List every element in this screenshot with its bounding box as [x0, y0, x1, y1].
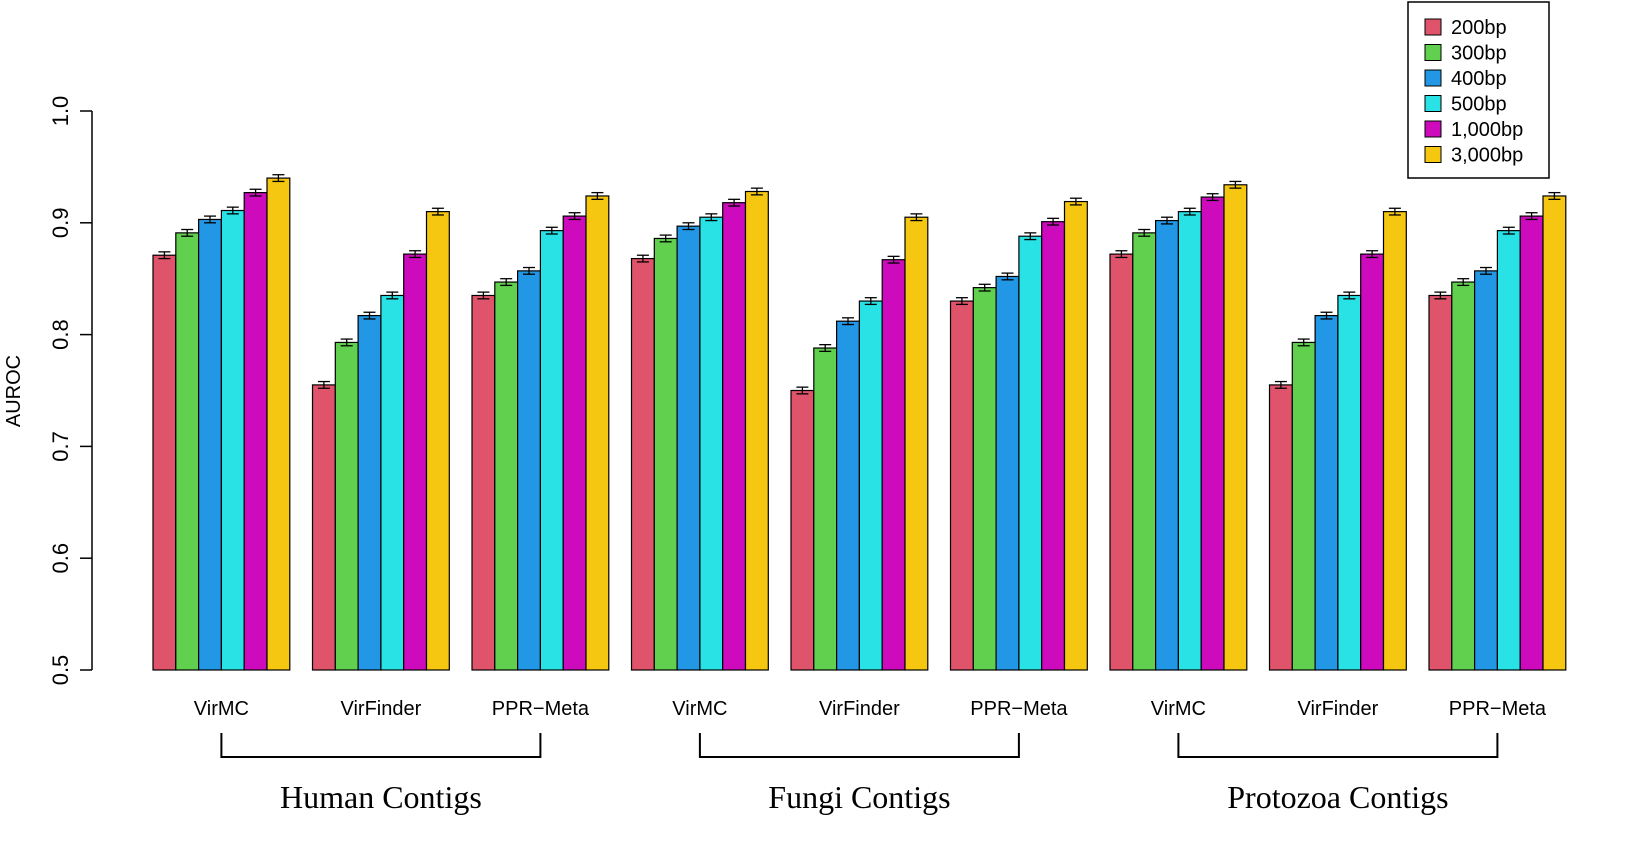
bar-3000bp-2: [585, 195, 610, 671]
legend-entry: 3,000bp: [1451, 145, 1523, 167]
error-bars: [158, 174, 1561, 395]
y-tick-label: 1.0: [48, 96, 73, 127]
bar-1000bp-7: [1360, 253, 1385, 671]
bar-400bp-8: [1473, 270, 1498, 671]
bar-1000bp-8: [1519, 215, 1544, 671]
bar-300bp-5: [972, 287, 997, 671]
bar-500bp-5: [1018, 235, 1043, 671]
bar-400bp-1: [357, 314, 382, 671]
legend-entry: 1,000bp: [1451, 119, 1523, 141]
y-tick-label: 0.6: [48, 543, 73, 574]
legend: 200bp 300bp 400bp 500bp 1,000bp 3,000bp: [1407, 1, 1550, 179]
legend-swatch: [1424, 146, 1442, 163]
bar-500bp-2: [539, 230, 564, 671]
bar-400bp-3: [676, 225, 701, 671]
bar-1000bp-1: [403, 253, 428, 671]
bar-400bp-7: [1314, 314, 1339, 671]
bar-3000bp-1: [425, 211, 450, 671]
bar-300bp-3: [653, 237, 678, 671]
bar-1000bp-0: [243, 192, 268, 671]
bar-3000bp-5: [1063, 200, 1088, 671]
y-axis-label: AUROC: [3, 355, 25, 427]
bar-3000bp-8: [1542, 195, 1567, 671]
bar-1000bp-4: [881, 259, 906, 671]
bar-300bp-1: [334, 341, 359, 671]
legend-swatch: [1424, 18, 1442, 36]
group-label: Human Contigs: [280, 779, 482, 815]
y-tick-label: 0.7: [48, 431, 73, 462]
bar-200bp-2: [471, 294, 496, 671]
bars: [152, 177, 1567, 671]
bar-1000bp-5: [1041, 221, 1066, 671]
group-label: Fungi Contigs: [768, 779, 950, 815]
y-tick-label: 0.9: [48, 208, 73, 239]
bar-500bp-3: [699, 216, 724, 671]
legend-swatch: [1424, 69, 1442, 87]
legend-swatch: [1424, 44, 1442, 61]
category-label: VirFinder: [819, 698, 900, 720]
category-label: PPR−Meta: [492, 698, 590, 720]
bar-1000bp-2: [562, 215, 587, 671]
category-label: VirFinder: [341, 698, 422, 720]
category-label: PPR−Meta: [1449, 698, 1547, 720]
group-bracket: [698, 733, 1020, 758]
bar-3000bp-7: [1382, 211, 1407, 671]
group-label: Protozoa Contigs: [1227, 779, 1448, 815]
bar-300bp-4: [813, 347, 838, 671]
bar-1000bp-6: [1200, 196, 1225, 671]
bar-200bp-3: [630, 257, 655, 671]
bar-300bp-7: [1291, 341, 1316, 671]
bar-500bp-1: [380, 294, 405, 671]
legend-entry: 400bp: [1451, 68, 1507, 90]
bar-500bp-6: [1177, 211, 1202, 671]
bar-400bp-2: [516, 270, 541, 671]
bar-400bp-0: [198, 218, 223, 671]
group-brackets: Human Contigs Fungi Contigs Protozoa Conti…: [220, 733, 1499, 815]
legend-entry: 500bp: [1451, 94, 1507, 116]
bar-200bp-1: [311, 384, 336, 671]
y-tick-label: 0.5: [48, 655, 73, 686]
bar-200bp-0: [152, 254, 177, 671]
category-label: PPR−Meta: [970, 698, 1068, 720]
bar-300bp-2: [494, 281, 519, 671]
bar-3000bp-3: [744, 190, 769, 671]
bar-300bp-6: [1132, 232, 1157, 671]
group-bracket: [1177, 733, 1499, 758]
bar-1000bp-3: [722, 202, 747, 671]
bar-3000bp-0: [266, 177, 291, 671]
category-label: VirFinder: [1298, 698, 1379, 720]
category-label: VirMC: [194, 698, 249, 720]
bar-500bp-8: [1496, 230, 1521, 671]
bar-200bp-8: [1428, 294, 1453, 671]
group-bracket: [220, 733, 542, 758]
bar-300bp-0: [175, 232, 200, 671]
bar-200bp-6: [1109, 253, 1134, 671]
bar-500bp-4: [858, 300, 883, 671]
legend-entry: 200bp: [1451, 17, 1507, 39]
category-label: VirMC: [672, 698, 727, 720]
bar-200bp-4: [790, 389, 815, 671]
legend-swatch: [1424, 120, 1442, 138]
bar-400bp-5: [995, 275, 1020, 671]
y-tick-label: 0.8: [48, 319, 73, 350]
bar-200bp-7: [1268, 384, 1293, 671]
bar-400bp-4: [835, 320, 860, 671]
bar-3000bp-6: [1223, 184, 1248, 671]
category-label: VirMC: [1151, 698, 1206, 720]
legend-swatch: [1424, 95, 1442, 112]
bar-200bp-5: [949, 300, 974, 671]
bar-500bp-7: [1337, 294, 1362, 671]
legend-entry: 300bp: [1451, 43, 1507, 65]
bar-300bp-8: [1451, 281, 1476, 671]
bar-3000bp-4: [904, 216, 929, 671]
category-labels: VirMC VirFinder PPR−Meta VirMC VirFinder PPR−…: [194, 698, 1547, 720]
bar-500bp-0: [220, 209, 245, 671]
y-axis: 0.5 0.6 0.7 0.8 0.9 1.0: [48, 96, 93, 686]
bar-400bp-6: [1154, 219, 1179, 671]
